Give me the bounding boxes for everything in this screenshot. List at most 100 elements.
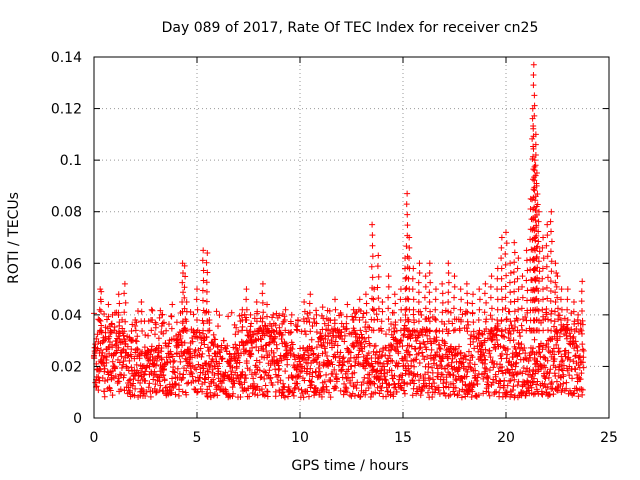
data-point [578, 327, 585, 334]
data-point [92, 379, 99, 386]
data-point [488, 273, 495, 280]
data-point [375, 252, 382, 259]
data-point [372, 342, 379, 349]
data-point [153, 357, 160, 364]
data-point [215, 375, 222, 382]
data-point [529, 345, 536, 352]
data-point [356, 361, 363, 368]
data-point [548, 268, 555, 275]
data-point [128, 353, 135, 360]
data-point [259, 280, 266, 287]
data-point [147, 393, 154, 400]
data-point [158, 322, 165, 329]
data-point [187, 350, 194, 357]
data-point [369, 253, 376, 260]
data-point [282, 368, 289, 375]
data-point [343, 325, 350, 332]
data-point [518, 322, 525, 329]
data-point [416, 340, 423, 347]
data-point [115, 375, 122, 382]
data-point [507, 330, 514, 337]
data-point [465, 348, 472, 355]
data-point [260, 328, 267, 335]
data-point [194, 286, 200, 293]
data-point [173, 337, 180, 344]
data-point [426, 318, 433, 325]
data-point [177, 335, 184, 342]
data-point [215, 323, 222, 330]
data-point [447, 344, 454, 351]
data-point [415, 289, 422, 296]
data-point [341, 338, 348, 345]
data-point [348, 363, 355, 370]
data-point [207, 362, 214, 369]
data-point [564, 327, 571, 334]
data-point [243, 317, 250, 324]
data-point [481, 337, 488, 344]
data-point [331, 366, 338, 373]
data-point [199, 350, 206, 357]
data-point [214, 392, 221, 399]
data-point [530, 61, 537, 68]
data-point [250, 375, 257, 382]
data-point [272, 333, 279, 340]
data-point [270, 311, 277, 318]
data-point [432, 328, 439, 335]
data-point [189, 338, 196, 345]
data-point [210, 331, 217, 338]
data-point [241, 311, 248, 318]
data-point [109, 358, 116, 365]
data-point [179, 374, 186, 381]
data-point [260, 391, 267, 398]
data-point [573, 342, 580, 349]
data-point [205, 361, 212, 368]
data-point [282, 306, 289, 313]
data-point [375, 305, 382, 312]
data-point [471, 382, 478, 389]
data-point [247, 311, 254, 318]
data-point [468, 393, 475, 400]
data-point [178, 338, 185, 345]
data-point [243, 286, 250, 293]
data-point [363, 309, 370, 316]
data-point [213, 308, 220, 315]
data-point [427, 327, 434, 334]
data-point [220, 337, 227, 344]
data-point [124, 343, 131, 350]
data-point [533, 253, 540, 260]
data-point [158, 329, 165, 336]
data-point [146, 380, 153, 387]
data-point [308, 378, 315, 385]
data-point [395, 360, 402, 367]
data-point [371, 380, 378, 387]
data-point [338, 311, 345, 318]
data-point [502, 305, 509, 312]
y-tick-label: 0.12 [51, 102, 82, 118]
data-point [427, 279, 434, 286]
data-point [360, 353, 367, 360]
data-point [575, 362, 582, 369]
data-point [391, 291, 398, 298]
data-point [107, 329, 114, 336]
data-point [536, 349, 543, 356]
data-point [143, 388, 150, 395]
data-point [111, 363, 118, 370]
data-point [339, 362, 346, 369]
data-point [207, 393, 214, 400]
data-point [524, 267, 531, 274]
data-point [535, 349, 542, 356]
data-point [285, 393, 291, 400]
data-point [565, 390, 572, 397]
data-point [579, 386, 586, 393]
data-point [301, 351, 308, 358]
data-point [400, 379, 407, 386]
data-point [564, 296, 571, 303]
data-point [570, 308, 577, 315]
data-point [364, 323, 371, 330]
data-point [439, 280, 446, 287]
data-point [488, 337, 495, 344]
data-point [252, 336, 259, 343]
data-point [448, 359, 455, 366]
data-point [558, 306, 565, 313]
data-point [475, 391, 482, 398]
